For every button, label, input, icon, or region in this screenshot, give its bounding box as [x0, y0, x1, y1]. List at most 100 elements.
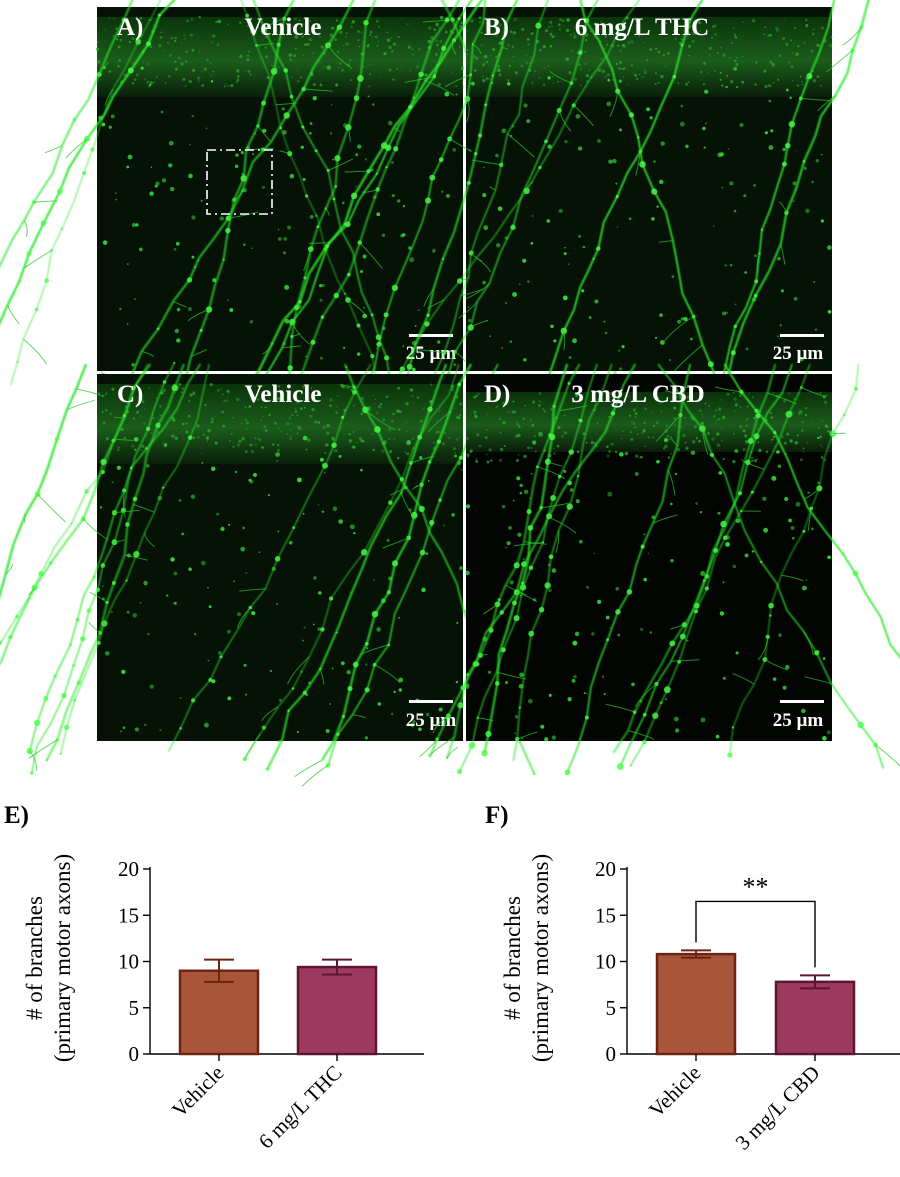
axon-branch	[141, 350, 154, 357]
axon-branch	[365, 188, 378, 193]
speckle	[576, 26, 579, 30]
speckle	[636, 433, 639, 436]
puncta	[356, 352, 361, 356]
speckle	[487, 27, 490, 30]
puncta	[551, 568, 557, 573]
speckle	[571, 49, 574, 53]
axon-branch	[767, 392, 797, 405]
puncta	[446, 193, 450, 198]
puncta	[572, 338, 577, 344]
puncta	[443, 524, 446, 527]
speckle	[641, 75, 644, 78]
puncta	[150, 166, 153, 168]
axon-branch	[133, 504, 155, 513]
puncta	[127, 154, 133, 160]
axon-branch	[412, 484, 422, 491]
speckle	[580, 84, 582, 87]
speckle	[196, 76, 201, 80]
speckle	[357, 39, 360, 42]
puncta	[317, 591, 322, 595]
varicosity	[374, 426, 381, 433]
puncta	[157, 495, 163, 501]
puncta	[421, 587, 426, 593]
puncta	[482, 193, 487, 198]
speckle	[226, 396, 228, 399]
speckle	[801, 421, 804, 424]
speckle	[104, 28, 106, 31]
varicosity	[393, 146, 399, 152]
speckle	[348, 439, 353, 443]
speckle	[517, 433, 521, 437]
speckle	[312, 83, 316, 87]
speckle	[639, 455, 643, 459]
puncta	[317, 504, 320, 506]
speckle	[439, 39, 443, 44]
speckle	[638, 73, 641, 76]
axon-branch	[427, 299, 445, 309]
speckle	[222, 424, 226, 428]
speckle	[433, 390, 436, 392]
speckle	[190, 17, 194, 21]
puncta	[671, 275, 675, 278]
speckle	[411, 394, 414, 398]
speckle	[184, 85, 187, 87]
puncta	[777, 464, 782, 468]
speckle	[473, 55, 477, 58]
scale-bar	[409, 700, 453, 703]
puncta	[309, 215, 314, 219]
speckle	[596, 422, 599, 424]
speckle	[288, 416, 292, 420]
varicosity	[80, 636, 86, 642]
varicosity	[331, 442, 337, 448]
speckle	[543, 67, 545, 69]
speckle	[424, 73, 428, 77]
axon-branch	[294, 760, 323, 778]
speckle	[317, 421, 321, 424]
puncta	[331, 667, 334, 670]
puncta	[603, 693, 606, 696]
axon-branch	[670, 624, 685, 630]
x-tick-label: Vehicle	[644, 1061, 706, 1123]
y-tick-label: 10	[595, 950, 616, 974]
puncta	[390, 712, 394, 716]
speckle	[399, 410, 402, 413]
axon-branch	[807, 508, 812, 531]
speckle	[659, 401, 662, 404]
speckle	[482, 78, 486, 83]
speckle	[199, 50, 201, 53]
puncta	[725, 311, 728, 315]
speckle	[312, 52, 315, 55]
puncta	[567, 697, 572, 702]
speckle	[350, 79, 353, 82]
speckle	[746, 405, 749, 408]
varicosity	[187, 435, 193, 440]
puncta	[365, 663, 368, 666]
speckle	[368, 85, 371, 88]
speckle	[524, 454, 527, 458]
speckle	[295, 397, 298, 399]
puncta	[619, 128, 622, 132]
axon-branch	[559, 405, 588, 412]
puncta	[147, 633, 150, 636]
speckle	[662, 54, 666, 57]
speckle	[407, 45, 411, 49]
speckle	[298, 19, 301, 22]
puncta	[562, 295, 568, 301]
speckle	[385, 395, 389, 399]
speckle	[704, 402, 707, 405]
varicosity	[353, 95, 360, 101]
varicosity	[424, 197, 432, 204]
speckle	[527, 43, 530, 46]
puncta	[465, 683, 470, 688]
speckle	[116, 448, 120, 452]
speckle	[209, 62, 212, 65]
speckle	[344, 36, 347, 38]
axon-branch	[449, 138, 472, 152]
axon-branch	[89, 591, 108, 603]
speckle	[461, 81, 464, 84]
varicosity	[298, 299, 302, 304]
puncta	[160, 110, 164, 114]
puncta	[126, 610, 130, 614]
speckle	[754, 460, 758, 463]
speckle	[371, 433, 374, 435]
